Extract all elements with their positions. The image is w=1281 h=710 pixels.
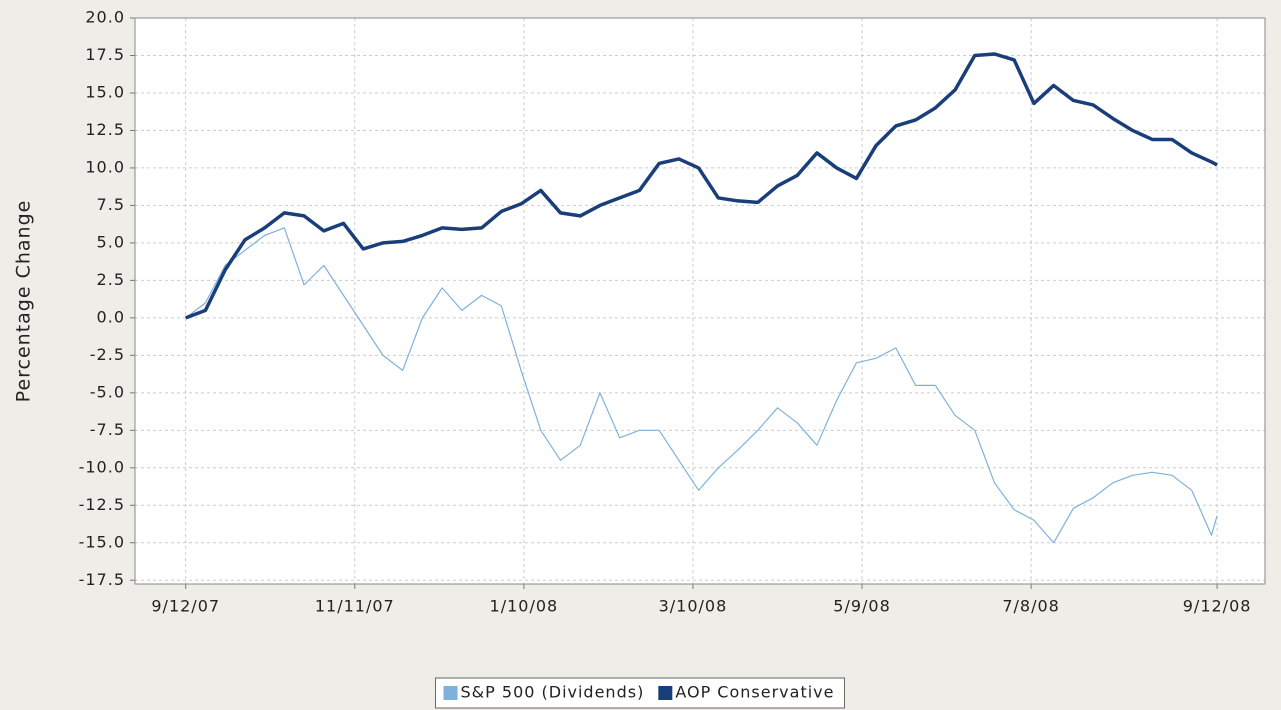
legend-label: S&P 500 (Dividends) (461, 683, 645, 702)
y-tick-label: -12.5 (79, 495, 125, 514)
plot-area (135, 18, 1265, 584)
line (185, 52, 1218, 320)
y-tick-label: -2.5 (90, 345, 125, 364)
legend-box (435, 677, 845, 709)
x-tick-label: 3/10/08 (659, 597, 728, 616)
y-tick-label: -5.0 (90, 382, 125, 401)
x-tick-label: 7/8/08 (1002, 597, 1060, 616)
y-tick-label: 2.5 (97, 270, 125, 289)
x-tick-label: 5/9/08 (833, 597, 891, 616)
y-tick-label: 12.5 (85, 120, 125, 139)
x-tick-label: 9/12/07 (151, 597, 220, 616)
y-tick-label: -10.0 (79, 457, 125, 476)
x-tick-label: 1/10/08 (490, 597, 559, 616)
y-tick-label: 20.0 (85, 8, 125, 27)
y-tick-label: 7.5 (97, 195, 125, 214)
plot-border (134, 17, 1266, 585)
x-tick-label: 11/11/07 (315, 597, 395, 616)
y-axis-label: Percentage Change (13, 200, 35, 403)
y-tick-label: -15.0 (79, 532, 125, 551)
legend-swatch (443, 686, 458, 700)
legend-label: AOP Conservative (675, 683, 834, 702)
y-tick-label: -7.5 (90, 420, 125, 439)
y-tick-label: 15.0 (85, 82, 125, 101)
y-tick-label: 10.0 (85, 157, 125, 176)
y-tick-label: -17.5 (79, 570, 125, 589)
y-tick-label: 17.5 (85, 45, 125, 64)
y-tick-label: 0.0 (97, 307, 125, 326)
line (185, 227, 1218, 544)
y-tick-label: 5.0 (97, 232, 125, 251)
x-tick-label: 9/12/08 (1183, 597, 1252, 616)
legend-swatch (658, 686, 673, 700)
